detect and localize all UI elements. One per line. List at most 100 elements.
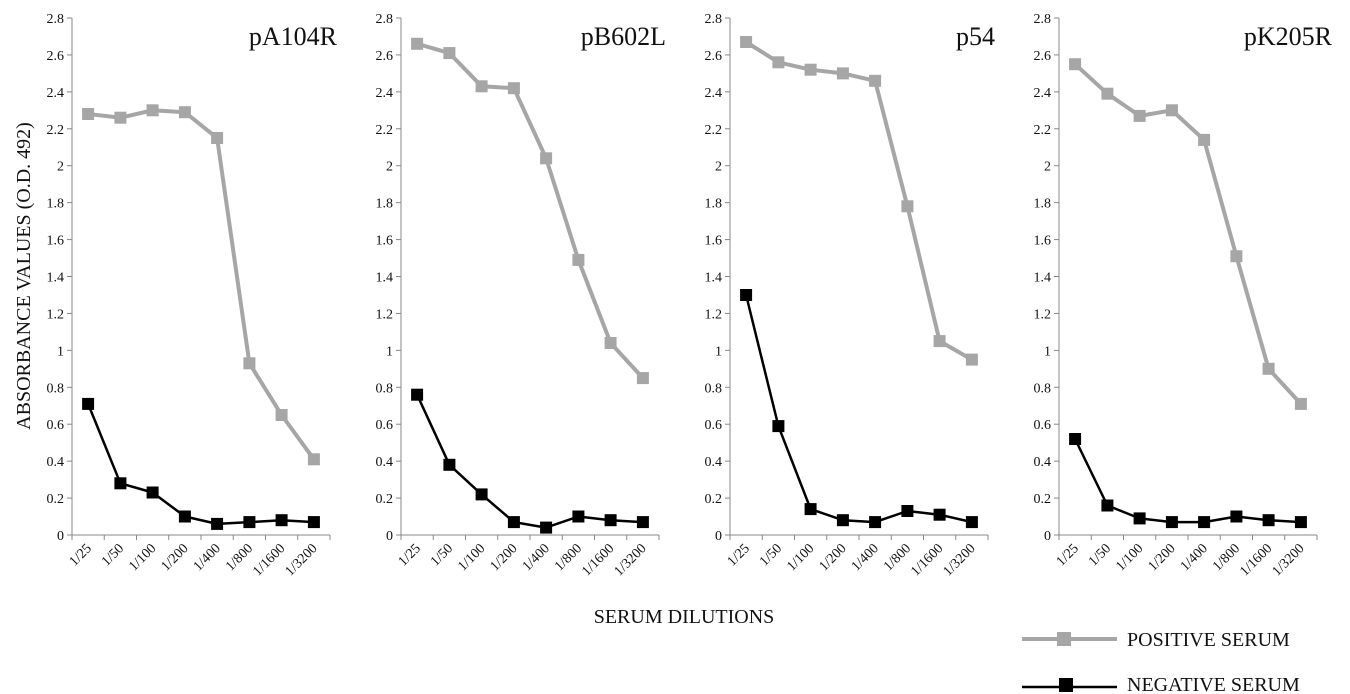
y-tick-label: 0.8	[705, 381, 723, 396]
x-tick-label: 1/25	[1054, 541, 1082, 569]
x-tick-label: 1/400	[1178, 541, 1211, 574]
panel-pK205R: pK205R 0 0.2 0.4 0.6 0.8 1 1.2 1.4 1.6 1.8 2 2.2 2.4…	[1034, 12, 1333, 579]
panel-title: pK205R	[1244, 22, 1333, 51]
y-tick-label: 0.4	[705, 455, 723, 470]
x-tick-label: 1/200	[159, 541, 192, 574]
negative-serum-point	[965, 516, 978, 529]
x-tick-label: 1/50	[757, 541, 785, 569]
legend: POSITIVE SERUM NEGATIVE SERUM	[1022, 629, 1300, 694]
negative-serum-point	[443, 458, 456, 471]
negative-serum-point	[836, 514, 849, 527]
negative-serum-point	[507, 516, 520, 529]
y-tick-label: 0	[1044, 529, 1051, 544]
x-tick-label: 1/1600	[250, 541, 288, 579]
negative-serum-point	[411, 388, 424, 401]
x-tick-label: 1/200	[488, 541, 521, 574]
positive-serum-point	[1230, 250, 1243, 263]
y-tick-label: 2.2	[376, 123, 394, 138]
y-tick-label: 0	[57, 529, 64, 544]
x-tick-label: 1/200	[1146, 541, 1179, 574]
negative-serum-point	[1165, 516, 1178, 529]
negative-serum-point	[604, 514, 617, 527]
positive-serum-point	[178, 106, 191, 119]
y-tick-label: 1.4	[705, 271, 723, 286]
negative-serum-line	[86, 403, 314, 526]
positive-serum-point	[772, 56, 785, 69]
y-tick-label: 2	[1044, 160, 1051, 175]
negative-serum-point	[82, 397, 95, 410]
y-tick-label: 2.4	[705, 86, 723, 101]
negative-serum-point	[772, 420, 785, 433]
negative-serum-point	[1198, 516, 1211, 529]
positive-serum-point	[804, 63, 817, 76]
positive-serum-point	[1133, 109, 1146, 122]
positive-serum-line	[1073, 62, 1303, 406]
positive-serum-line	[745, 40, 973, 362]
positive-serum-point	[475, 80, 488, 93]
positive-serum-point	[869, 74, 882, 87]
y-tick-label: 2	[715, 160, 722, 175]
positive-serum-point	[540, 152, 553, 165]
positive-serum-point	[740, 36, 753, 48]
positive-serum-point	[965, 353, 978, 366]
legend-positive-marker	[1057, 632, 1071, 646]
y-tick-label: 1	[386, 344, 393, 359]
y-tick-label: 1.6	[705, 234, 723, 249]
y-tick-label: 1.6	[376, 234, 394, 249]
negative-serum-point	[243, 516, 256, 529]
x-tick-label: 1/200	[817, 541, 850, 574]
y-tick-label: 2.8	[376, 12, 394, 27]
y-tick-label: 2.8	[1034, 12, 1052, 27]
panel-title: pA104R	[249, 22, 338, 51]
x-tick-label: 1/50	[428, 541, 456, 569]
y-tick-label: 2.2	[705, 123, 723, 138]
negative-serum-point	[275, 514, 288, 527]
positive-serum-point	[1294, 397, 1307, 410]
y-tick-label: 0.8	[376, 381, 394, 396]
negative-serum-point	[114, 477, 127, 490]
negative-serum-point	[901, 505, 914, 517]
y-tick-label: 0	[715, 529, 722, 544]
positive-serum-point	[1262, 362, 1275, 375]
positive-serum-point	[933, 335, 946, 348]
positive-serum-point	[1069, 58, 1082, 71]
positive-serum-point	[211, 132, 224, 144]
negative-serum-point	[1294, 516, 1307, 529]
positive-serum-point	[836, 67, 849, 80]
positive-serum-point	[146, 104, 159, 117]
negative-serum-point	[1101, 499, 1114, 512]
y-tick-label: 0.6	[705, 418, 723, 433]
positive-serum-point	[114, 111, 127, 124]
x-tick-label: 1/100	[784, 541, 817, 574]
y-tick-label: 1.6	[1034, 234, 1052, 249]
y-tick-label: 1.4	[376, 271, 394, 286]
positive-serum-point	[1165, 104, 1178, 117]
legend-negative-label: NEGATIVE SERUM	[1127, 674, 1300, 694]
y-tick-label: 2.6	[47, 49, 65, 64]
y-axis-label: ABSORBANCE VALUES (O.D. 492)	[13, 122, 35, 430]
y-tick-label: 2.4	[1034, 86, 1052, 101]
x-axis-label: SERUM DILUTIONS	[594, 606, 775, 628]
y-tick-label: 2.2	[1034, 123, 1052, 138]
negative-serum-point	[211, 517, 224, 530]
legend-positive-label: POSITIVE SERUM	[1127, 629, 1290, 651]
negative-serum-point	[572, 510, 585, 523]
y-tick-label: 2.2	[47, 123, 65, 138]
negative-serum-point	[540, 521, 553, 534]
x-tick-label: 1/400	[520, 541, 553, 574]
x-tick-label: 1/100	[1113, 541, 1146, 574]
y-tick-label: 2.6	[705, 49, 723, 64]
x-tick-label: 1/25	[725, 541, 753, 569]
x-tick-label: 1/3200	[941, 541, 979, 579]
y-tick-label: 2	[57, 160, 64, 175]
y-tick-label: 0.2	[1034, 492, 1052, 507]
y-tick-label: 2.6	[376, 49, 394, 64]
x-tick-label: 1/100	[126, 541, 159, 574]
y-tick-label: 0.6	[376, 418, 394, 433]
negative-serum-point	[1230, 510, 1243, 523]
x-tick-label: 1/50	[1086, 541, 1114, 569]
positive-serum-point	[604, 337, 617, 349]
y-tick-label: 0.4	[1034, 455, 1052, 470]
y-tick-label: 0.8	[47, 381, 65, 396]
